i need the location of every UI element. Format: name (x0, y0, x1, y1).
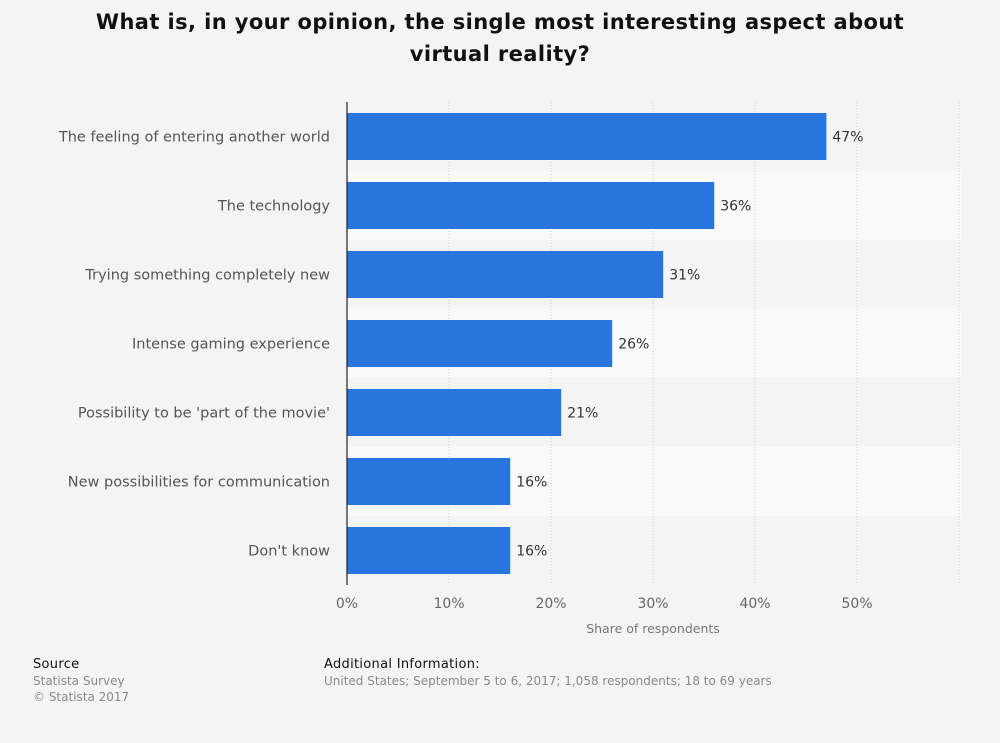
value-label: 26% (618, 337, 649, 353)
bar (347, 527, 511, 574)
footer-source: Source Statista Survey © Statista 2017 (33, 657, 129, 705)
value-label: 21% (567, 406, 598, 422)
value-labels: 47% 36% 31% 26% 21% 16% 16% (516, 130, 863, 560)
value-label: 31% (669, 268, 700, 284)
x-tick-label: 20% (535, 596, 566, 612)
category-label: Intense gaming experience (132, 337, 330, 353)
category-label: Possibility to be 'part of the movie' (78, 406, 330, 422)
x-tick-label: 10% (433, 596, 464, 612)
x-tick-label: 30% (637, 596, 668, 612)
value-label: 16% (516, 544, 547, 560)
bar-chart: The feeling of entering another world The… (58, 102, 961, 636)
x-tick-labels: 0% 10% 20% 30% 40% 50% (336, 596, 873, 612)
value-label: 47% (832, 130, 863, 146)
footer-additional-info: Additional Information: United States; S… (324, 657, 772, 689)
info-text: United States; September 5 to 6, 2017; 1… (324, 674, 772, 688)
category-label: The technology (217, 199, 331, 215)
value-label: 36% (720, 199, 751, 215)
category-label: Trying something completely new (84, 268, 330, 284)
bar (347, 389, 562, 436)
x-tick-label: 40% (739, 596, 770, 612)
bar (347, 251, 664, 298)
x-axis-label: Share of respondents (586, 621, 720, 636)
x-tick-label: 50% (841, 596, 872, 612)
category-label: Don't know (248, 544, 330, 560)
value-label: 16% (516, 475, 547, 491)
x-tick-label: 0% (336, 596, 358, 612)
bar (347, 182, 715, 229)
category-labels: The feeling of entering another world The… (58, 130, 331, 560)
source-line: Statista Survey (33, 674, 125, 688)
chart-title: What is, in your opinion, the single mos… (95, 10, 905, 66)
bars (347, 113, 827, 574)
bar (347, 113, 827, 160)
bar (347, 320, 613, 367)
bar (347, 458, 511, 505)
category-label: New possibilities for communication (68, 475, 330, 491)
info-heading: Additional Information: (324, 657, 480, 672)
copyright-line: © Statista 2017 (33, 690, 130, 704)
category-label: The feeling of entering another world (58, 130, 330, 146)
source-heading: Source (33, 657, 80, 672)
